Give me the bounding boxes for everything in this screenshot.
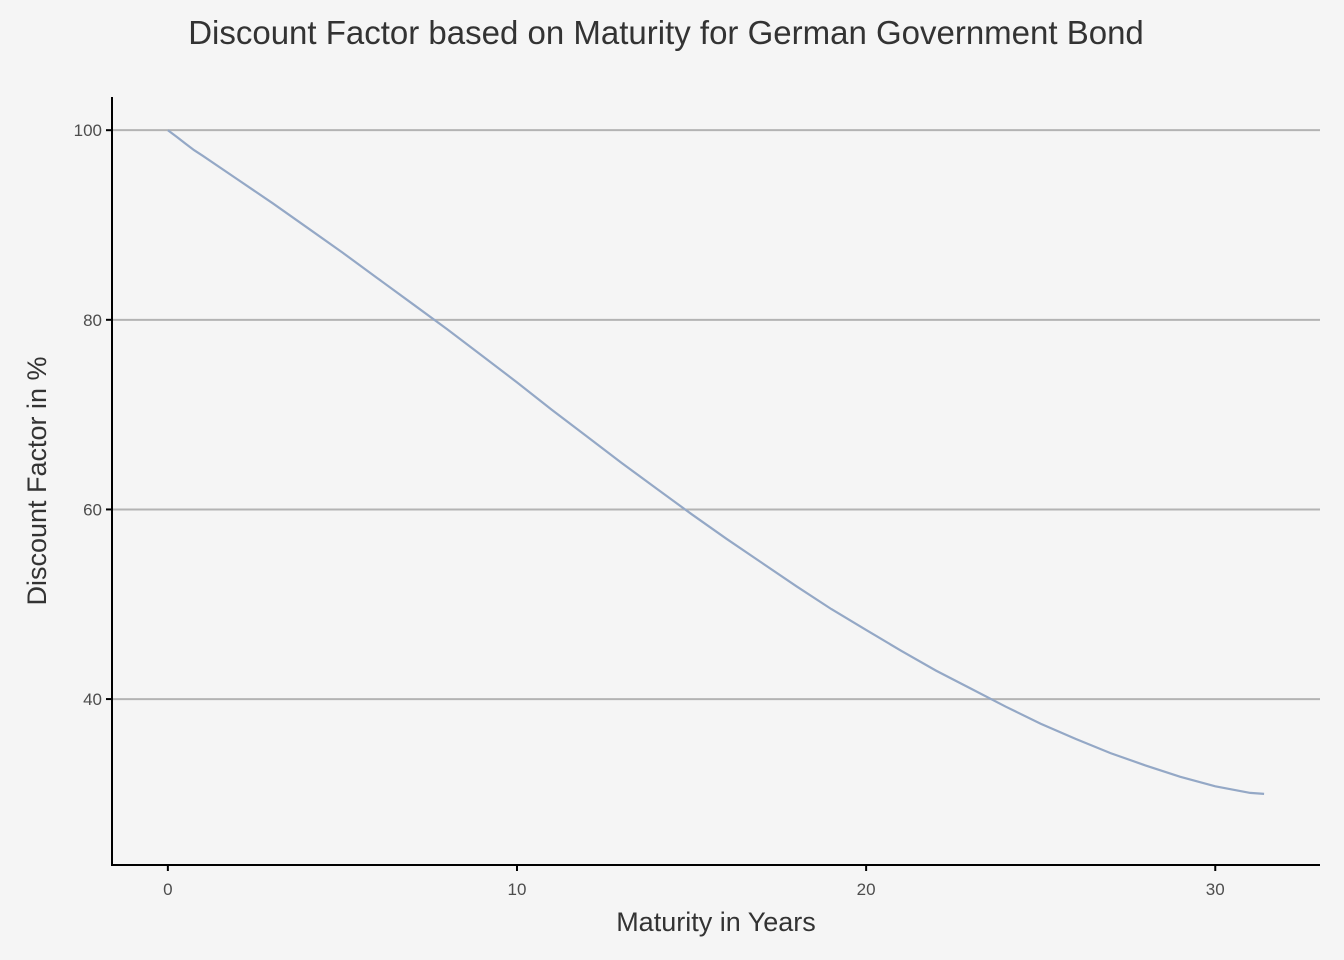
x-tick-label-30: 30: [1206, 880, 1225, 899]
x-tick-label-10: 10: [508, 880, 527, 899]
y-tick-label-40: 40: [83, 690, 102, 709]
y-axis-label: Discount Factor in %: [22, 356, 52, 605]
x-tick-label-0: 0: [163, 880, 172, 899]
axis-ticks: 40 60 80 100 0 10 20 30: [74, 121, 1225, 899]
y-tick-label-100: 100: [74, 121, 102, 140]
series-line-discount-factor: [167, 129, 1265, 795]
x-axis-label: Maturity in Years: [616, 907, 816, 937]
chart-title: Discount Factor based on Maturity for Ge…: [188, 14, 1144, 51]
y-tick-label-80: 80: [83, 311, 102, 330]
y-tick-label-60: 60: [83, 500, 102, 519]
x-tick-label-20: 20: [857, 880, 876, 899]
gridlines: [112, 129, 1320, 701]
